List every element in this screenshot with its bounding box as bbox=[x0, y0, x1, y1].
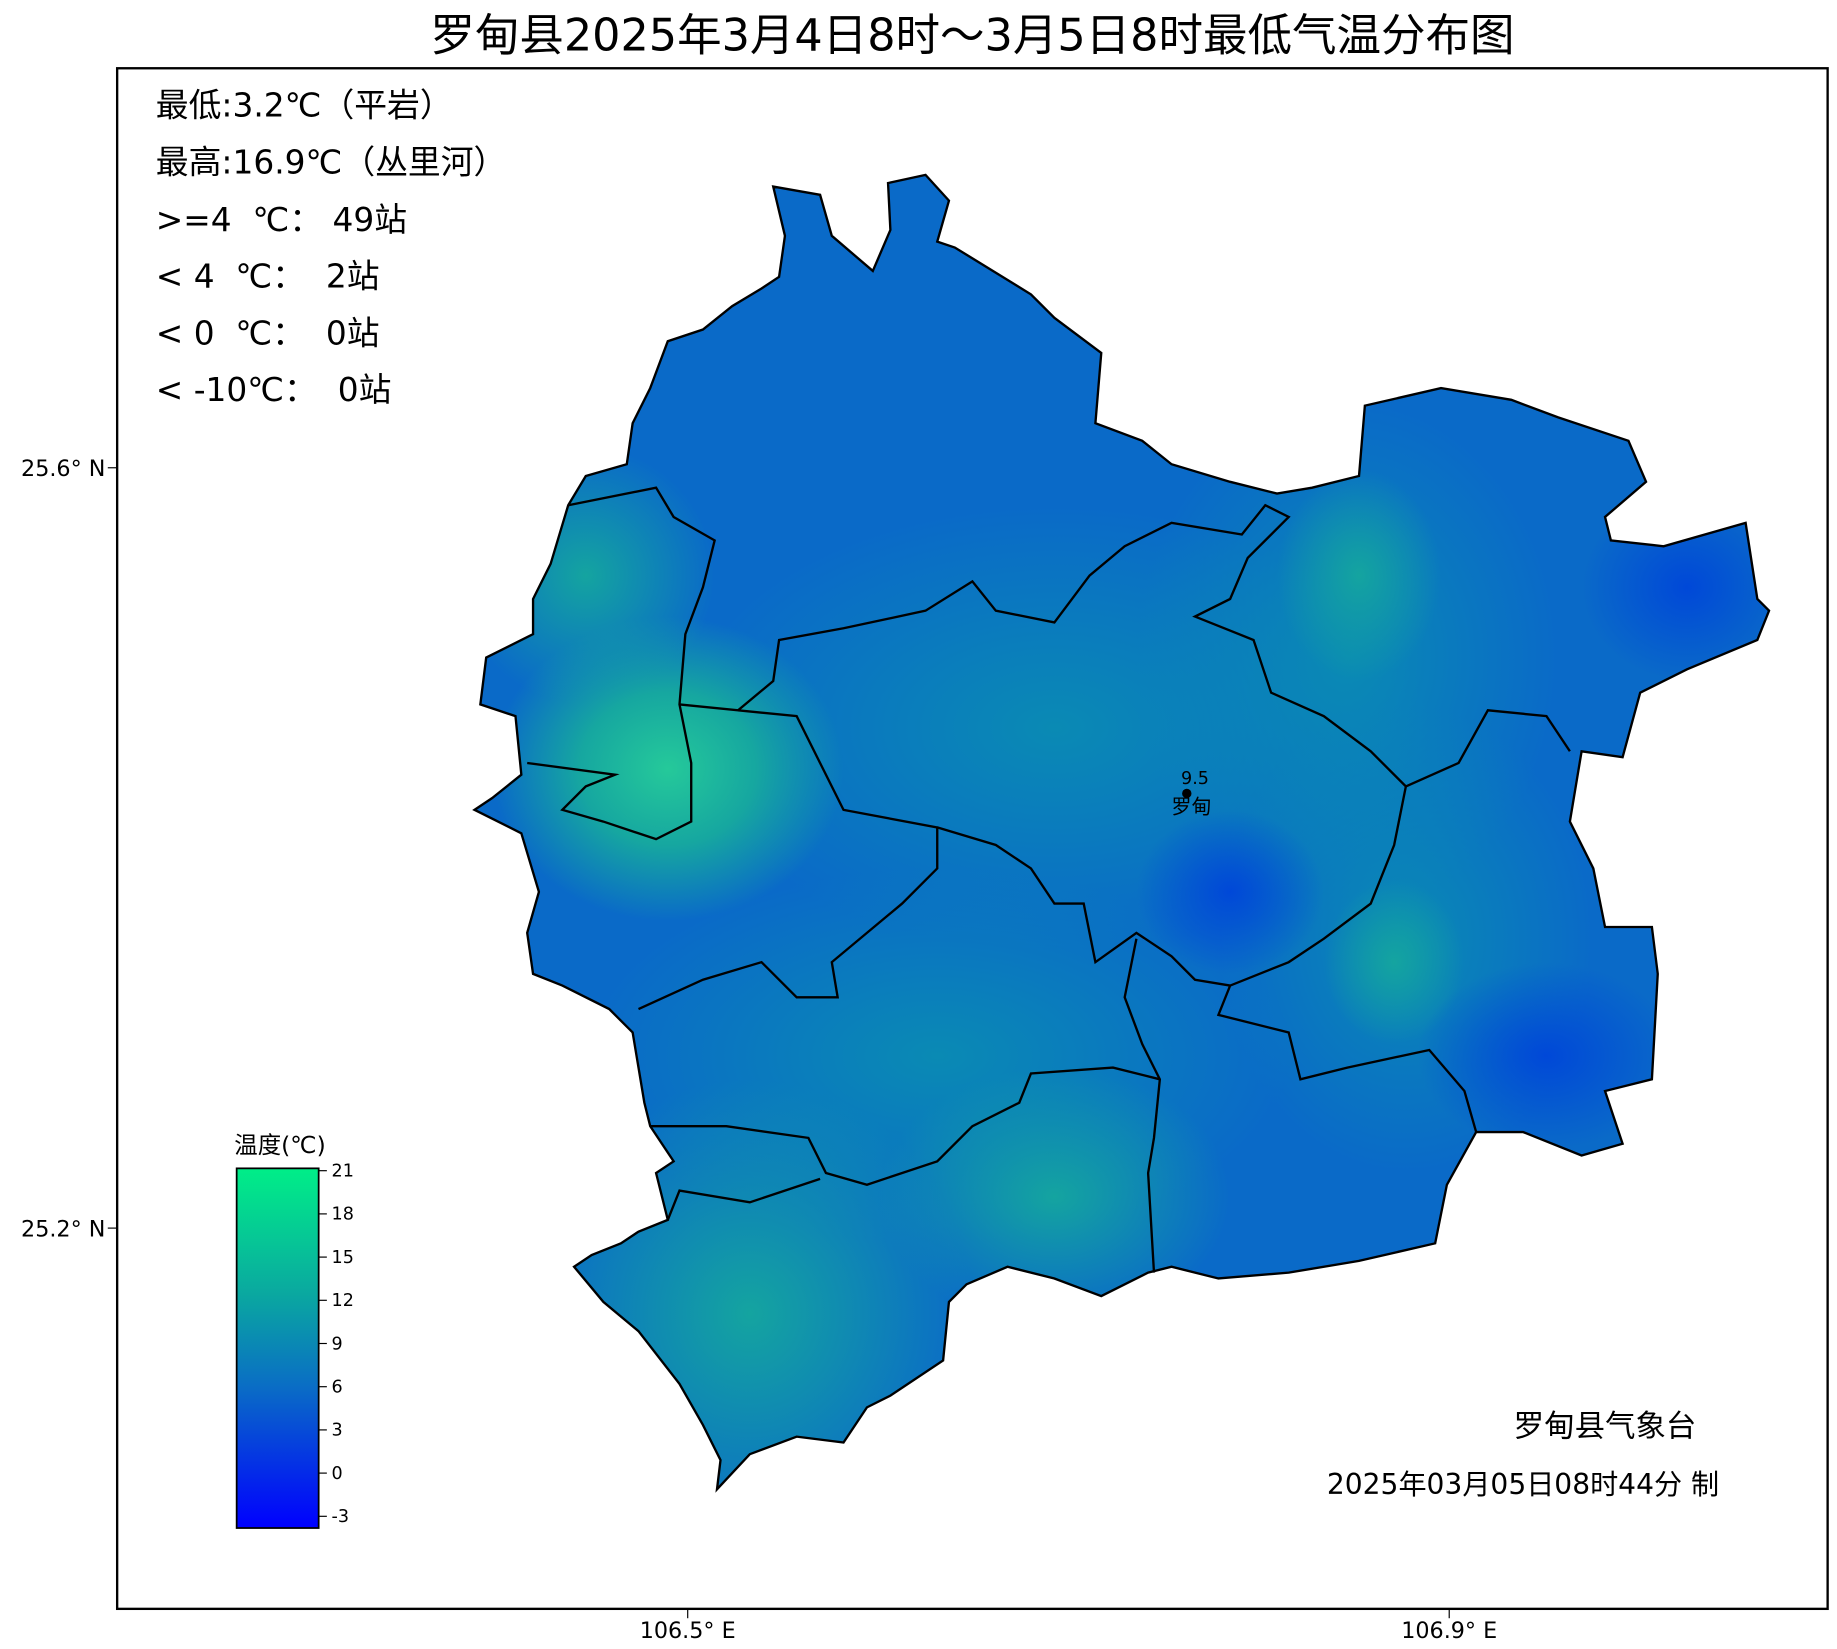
lon-label: 106.9° E bbox=[1401, 1618, 1497, 1644]
stats: 最低:3.2℃（平岩） 最高:16.9℃（丛里河） >=4 ℃： 49站 < 4… bbox=[156, 86, 507, 409]
station-name: 罗甸 bbox=[1172, 795, 1212, 818]
map-frame bbox=[115, 67, 1829, 1611]
colorbar-title: 温度(℃) bbox=[234, 1131, 325, 1159]
colorbar-tick-label: 6 bbox=[332, 1378, 343, 1398]
station-dot bbox=[1182, 788, 1192, 799]
colorbar-tick-label: 9 bbox=[332, 1334, 343, 1354]
stat-line: >=4 ℃： 49站 bbox=[156, 201, 407, 239]
station-value: 9.5 bbox=[1181, 769, 1209, 789]
footer-time: 2025年03月05日08时44分 制 bbox=[1327, 1468, 1719, 1501]
stat-line: 最低:3.2℃（平岩） bbox=[156, 86, 453, 124]
stat-line: 最高:16.9℃（丛里河） bbox=[156, 144, 507, 182]
colorbar-tick-label: 21 bbox=[332, 1162, 354, 1182]
stat-line: < -10℃： 0站 bbox=[156, 371, 392, 409]
lon-label: 106.5° E bbox=[640, 1618, 736, 1644]
colorbar-tick-label: 12 bbox=[332, 1291, 354, 1311]
stat-line: < 0 ℃： 0站 bbox=[156, 315, 380, 353]
colorbar-tick-label: 15 bbox=[332, 1248, 354, 1268]
temperature-field bbox=[474, 174, 1770, 1490]
boundaries bbox=[473, 173, 1771, 1491]
colorbar: 温度(℃) 21 18 15 12 9 6 3 0 -3 bbox=[234, 1131, 354, 1529]
map-title: 罗甸县2025年3月4日8时～3月5日8时最低气温分布图 bbox=[430, 11, 1514, 62]
colorbar-tick-label: -3 bbox=[332, 1507, 350, 1527]
colorbar-tick-label: 3 bbox=[332, 1421, 343, 1441]
axes: 25.6° N 25.2° N 106.5° E 106.9° E bbox=[21, 456, 1497, 1644]
lat-label: 25.6° N bbox=[21, 456, 105, 482]
colorbar-tick-label: 18 bbox=[332, 1205, 354, 1225]
colorbar-tick-label: 0 bbox=[332, 1464, 343, 1484]
stat-line: < 4 ℃： 2站 bbox=[156, 257, 380, 295]
lat-label: 25.2° N bbox=[21, 1216, 105, 1242]
colorbar-ramp bbox=[235, 1167, 320, 1529]
footer-org: 罗甸县气象台 bbox=[1514, 1410, 1697, 1445]
